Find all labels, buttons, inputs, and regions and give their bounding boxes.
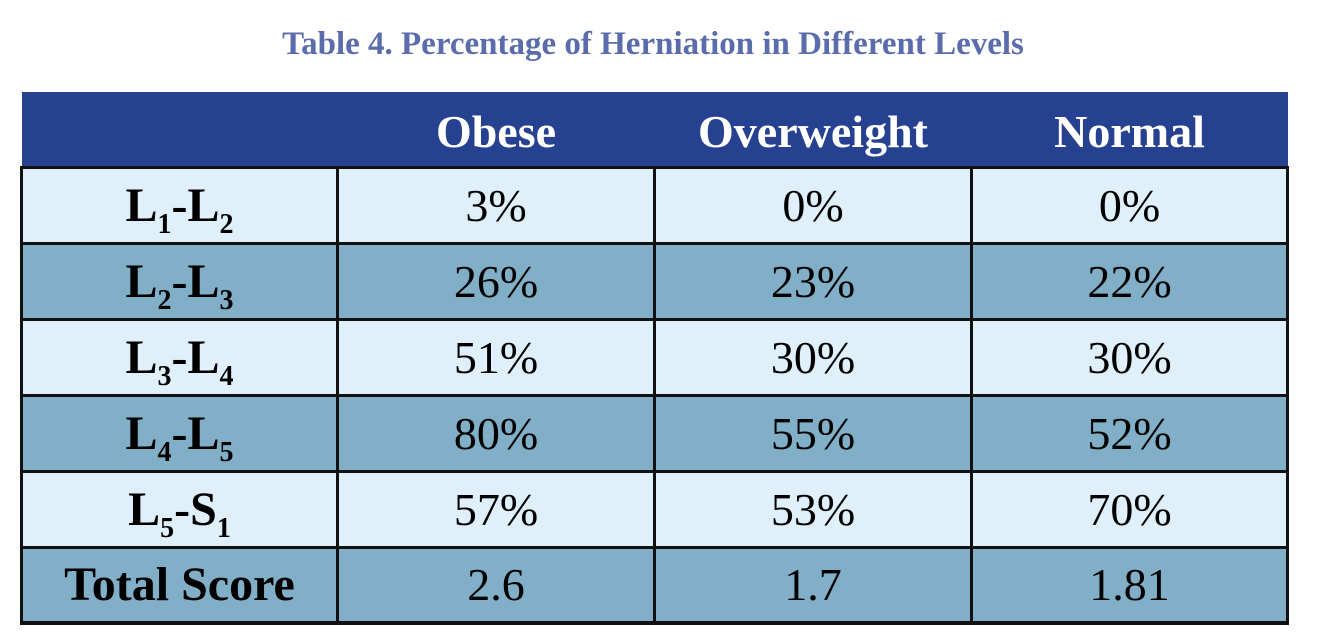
total-score-label: Total Score <box>20 545 339 625</box>
row-label-cell: L4-L5 <box>20 393 339 473</box>
value-cell-overweight: 53% <box>653 469 973 549</box>
level-letter: L <box>125 178 158 232</box>
table-row: L1-L2 3% 0% 0% <box>20 165 1289 245</box>
herniation-table: Obese Overweight Normal L1-L2 3% 0% 0% L… <box>20 92 1289 625</box>
level-letter: L <box>187 178 220 232</box>
level-subscript: 5 <box>219 436 234 468</box>
level-subscript: 4 <box>157 436 172 468</box>
value-cell-obese: 57% <box>336 469 656 549</box>
level-separator: - <box>171 178 188 232</box>
table-row-total: Total Score 2.6 1.7 1.81 <box>20 545 1289 625</box>
value-cell-overweight: 55% <box>653 393 973 473</box>
row-label-cell: L1-L2 <box>20 165 339 245</box>
level-letter: L <box>187 330 220 384</box>
row-label-cell: L2-L3 <box>20 241 339 321</box>
value-cell-overweight: 23% <box>653 241 973 321</box>
level-letter: L <box>125 330 158 384</box>
level-letter: L <box>187 406 220 460</box>
level-letter: S <box>190 482 217 536</box>
column-header-obese: Obese <box>435 106 557 158</box>
level-letter: L <box>187 254 220 308</box>
value-cell-overweight: 0% <box>653 165 973 245</box>
level-subscript: 2 <box>219 208 234 240</box>
level-letter: L <box>125 406 158 460</box>
total-value-overweight: 1.7 <box>653 545 973 625</box>
level-subscript: 3 <box>157 360 172 392</box>
value-cell-normal: 52% <box>970 393 1289 473</box>
level-subscript: 1 <box>216 512 231 544</box>
level-subscript: 1 <box>157 208 172 240</box>
level-subscript: 5 <box>160 512 175 544</box>
level-letter: L <box>128 482 161 536</box>
total-value-normal: 1.81 <box>970 545 1289 625</box>
value-cell-normal: 30% <box>970 317 1289 397</box>
level-subscript: 4 <box>219 360 234 392</box>
column-header-normal: Normal <box>1054 106 1205 158</box>
level-separator: - <box>174 482 191 536</box>
column-header-overweight: Overweight <box>698 106 928 158</box>
value-cell-obese: 3% <box>336 165 656 245</box>
level-subscript: 2 <box>157 284 172 316</box>
row-label-cell: L3-L4 <box>20 317 339 397</box>
value-cell-obese: 26% <box>336 241 656 321</box>
value-cell-normal: 0% <box>970 165 1289 245</box>
value-cell-obese: 80% <box>336 393 656 473</box>
header-corner-cell <box>22 92 338 167</box>
level-subscript: 3 <box>219 284 234 316</box>
level-separator: - <box>171 254 188 308</box>
table-row: L2-L3 26% 23% 22% <box>20 241 1289 321</box>
total-value-obese: 2.6 <box>336 545 656 625</box>
table-row: L4-L5 80% 55% 52% <box>20 393 1289 473</box>
table-row: L5-S1 57% 53% 70% <box>20 469 1289 549</box>
level-letter: L <box>125 254 158 308</box>
level-separator: - <box>171 330 188 384</box>
row-label-cell: L5-S1 <box>20 469 339 549</box>
value-cell-normal: 70% <box>970 469 1289 549</box>
table-caption: Table 4. Percentage of Herniation in Dif… <box>282 26 1024 62</box>
value-cell-overweight: 30% <box>653 317 973 397</box>
value-cell-obese: 51% <box>336 317 656 397</box>
table-row: L3-L4 51% 30% 30% <box>20 317 1289 397</box>
level-separator: - <box>171 406 188 460</box>
value-cell-normal: 22% <box>970 241 1289 321</box>
table-header-row: Obese Overweight Normal <box>21 92 1288 167</box>
